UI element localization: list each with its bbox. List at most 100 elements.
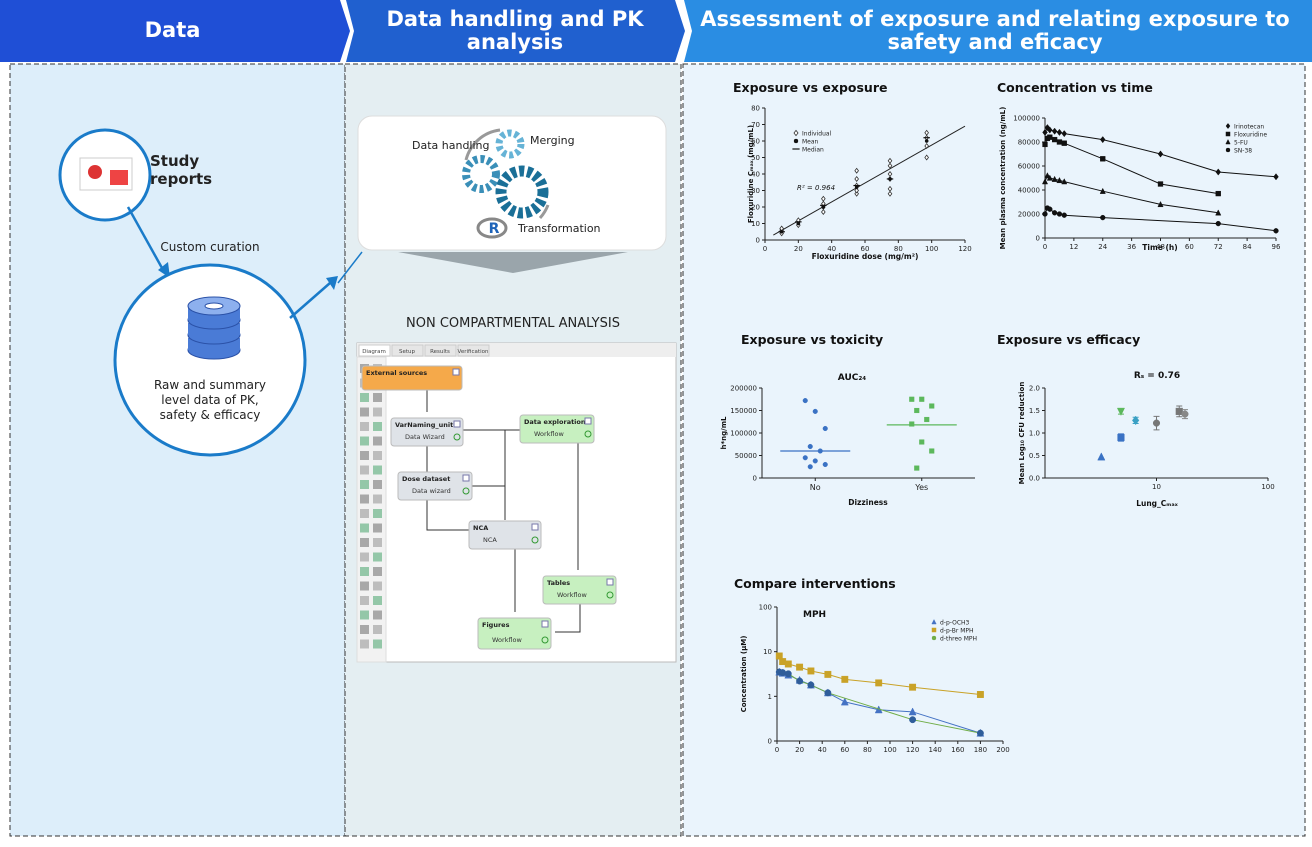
tool-icon bbox=[373, 567, 382, 576]
marker bbox=[807, 443, 813, 450]
gear-arrow bbox=[538, 204, 550, 220]
tool-icon bbox=[373, 538, 382, 547]
toolbar-icons: Diagram Setup Results Verification bbox=[358, 344, 490, 649]
section-title: NON COMPARTMENTAL ANALYSIS bbox=[406, 316, 620, 331]
tool-icon bbox=[373, 451, 382, 460]
x-tick-label: 60 bbox=[861, 245, 870, 253]
arrow bbox=[326, 276, 338, 290]
marker bbox=[1051, 210, 1058, 216]
tool-icon bbox=[360, 552, 369, 562]
node-status bbox=[531, 536, 539, 544]
y-tick-label: 100000 bbox=[1013, 115, 1040, 123]
node-subtitle: Workflow bbox=[534, 430, 565, 438]
label: Raw and summary level data of PK, safety… bbox=[153, 378, 267, 422]
tool-icon bbox=[360, 523, 369, 533]
header-band bbox=[346, 0, 685, 62]
node-icon bbox=[453, 420, 461, 428]
x-tick-label: 200 bbox=[996, 746, 1009, 754]
y-tick-label: 1 bbox=[768, 693, 772, 701]
y-tick-label: 10 bbox=[763, 648, 772, 656]
tool-icon bbox=[373, 422, 382, 431]
header-band bbox=[684, 0, 1312, 62]
legend-marker bbox=[793, 138, 799, 144]
marker bbox=[1215, 190, 1221, 197]
chart-title: Compare interventions bbox=[734, 576, 896, 591]
tool-icon bbox=[373, 610, 382, 620]
node-icon bbox=[462, 474, 470, 482]
x-tick-label: 60 bbox=[840, 746, 849, 754]
node-title: Data exploration bbox=[524, 418, 586, 426]
legend-label: Floxuridine bbox=[1234, 132, 1267, 139]
node-title: VarNaming_unit... bbox=[395, 421, 461, 429]
x-tick-label: 0 bbox=[763, 245, 767, 253]
chart-subtitle: MPH bbox=[803, 610, 826, 620]
workflow-node bbox=[361, 365, 463, 391]
marker bbox=[1175, 407, 1183, 415]
marker bbox=[821, 208, 826, 215]
y-tick-label: 20000 bbox=[1018, 211, 1040, 219]
tool-icon bbox=[373, 639, 382, 649]
node-status bbox=[584, 430, 592, 438]
marker bbox=[822, 425, 828, 432]
tool-icon bbox=[360, 407, 369, 417]
arrow bbox=[337, 251, 363, 284]
marker bbox=[909, 716, 917, 724]
marker bbox=[1042, 211, 1048, 217]
gear bbox=[495, 165, 549, 219]
marker bbox=[1097, 452, 1106, 461]
x-tick-label: 84 bbox=[1243, 243, 1252, 251]
x-tick-label: 0 bbox=[775, 746, 779, 754]
y-tick-label: 40000 bbox=[1018, 187, 1040, 195]
marker bbox=[1056, 211, 1063, 217]
marker bbox=[1273, 228, 1279, 234]
r-logo-text: R bbox=[489, 221, 500, 237]
tab bbox=[358, 344, 391, 357]
marker bbox=[1116, 407, 1125, 416]
marker bbox=[919, 439, 925, 445]
marker bbox=[812, 408, 818, 414]
tab-label: Verification bbox=[458, 349, 489, 355]
tool-icon bbox=[373, 509, 382, 518]
gear bbox=[495, 129, 525, 159]
x-tick-label: 40 bbox=[818, 746, 827, 754]
workflow-node bbox=[397, 471, 473, 501]
y-tick-label: 100000 bbox=[730, 430, 757, 438]
marker bbox=[1099, 187, 1106, 194]
y-tick-label: 2.0 bbox=[1029, 385, 1040, 393]
marker bbox=[924, 129, 929, 136]
legend-label: Mean bbox=[802, 139, 819, 146]
workflow-node bbox=[468, 520, 542, 550]
x-tick-label: 100 bbox=[925, 245, 938, 253]
tool-icon bbox=[373, 625, 382, 634]
x-tick-label: 12 bbox=[1069, 243, 1078, 251]
workflow-node bbox=[542, 575, 617, 605]
y-tick-label: 20 bbox=[751, 204, 760, 212]
marker bbox=[854, 167, 859, 174]
tab-label: Diagram bbox=[362, 349, 386, 355]
x-tick-label: 140 bbox=[929, 746, 942, 754]
marker bbox=[924, 142, 929, 149]
tool-icon bbox=[373, 494, 382, 504]
x-tick-label: 0 bbox=[1043, 243, 1047, 251]
node-title: External sources bbox=[366, 369, 427, 377]
y-tick-label: 60000 bbox=[1018, 163, 1040, 171]
y-tick-label: 0 bbox=[1036, 235, 1040, 243]
y-axis-label: Concentration (μM) bbox=[740, 636, 748, 713]
node-title: Tables bbox=[547, 579, 570, 587]
marker bbox=[779, 669, 787, 677]
marker bbox=[802, 455, 808, 461]
marker bbox=[887, 171, 893, 177]
node-icon bbox=[541, 620, 549, 628]
marker bbox=[908, 707, 917, 716]
tool-icon bbox=[373, 596, 382, 605]
arrow bbox=[289, 282, 331, 319]
tool-icon bbox=[360, 509, 369, 518]
marker bbox=[1061, 178, 1068, 185]
marker bbox=[1215, 168, 1221, 176]
workflow-nodes: External sources VarNaming_unit... Data Wi… bbox=[361, 365, 617, 650]
y-tick-label: 100 bbox=[759, 604, 772, 612]
marker bbox=[914, 407, 920, 414]
marker bbox=[1046, 174, 1053, 181]
y-tick-label: 0.5 bbox=[1029, 452, 1040, 460]
node-subtitle: Data wizard bbox=[412, 487, 451, 495]
